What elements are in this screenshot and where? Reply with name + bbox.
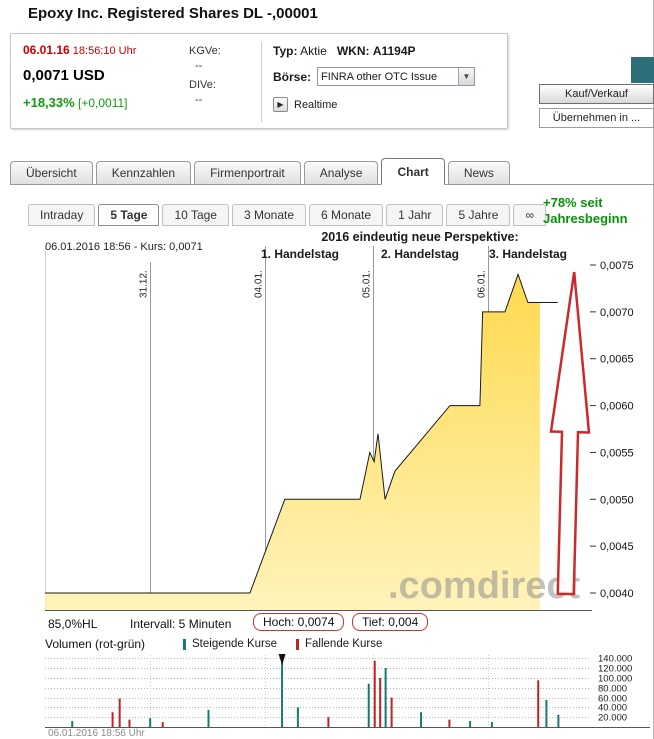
- quote-date: 06.01.16: [23, 43, 70, 57]
- chart-cursor-info: 06.01.2016 18:56 - Kurs: 0,0071: [45, 241, 203, 253]
- svg-text:80.000: 80.000: [598, 684, 627, 695]
- page-title: Epoxy Inc. Registered Shares DL -,00001: [28, 5, 318, 22]
- tab-chart[interactable]: Chart: [381, 158, 445, 185]
- svg-text:120.000: 120.000: [598, 664, 632, 675]
- svg-text:40.000: 40.000: [598, 703, 627, 714]
- quote-price: 0,0071 USD: [23, 67, 105, 84]
- ytd-line1: +78% seit: [543, 195, 603, 210]
- rising-legend-label: Steigende Kurse: [192, 638, 278, 650]
- exchange-select[interactable]: FINRA other OTC Issue ▼: [317, 67, 476, 86]
- day-label-2: 2. Handelstag: [380, 247, 460, 261]
- realtime-toggle[interactable]: ▶ Realtime: [273, 97, 337, 112]
- svg-text:0,0075: 0,0075: [600, 260, 634, 272]
- svg-text:0,0065: 0,0065: [600, 354, 634, 366]
- transfer-button[interactable]: Übernehmen in ...: [539, 108, 654, 128]
- quote-change-abs: [+0,0011]: [78, 96, 128, 110]
- instrument-type-line: Typ: Aktie WKN: A1194P: [273, 44, 416, 58]
- price-chart: 31.12. 04.01. 05.01. 06.01. .comdirect 0,0075…: [45, 246, 634, 611]
- range-tab-6-monate[interactable]: 6 Monate: [309, 204, 384, 226]
- svg-text:06.01.: 06.01.: [477, 270, 488, 298]
- tab-analyse[interactable]: Analyse: [303, 161, 379, 184]
- range-tab-intraday[interactable]: Intraday: [28, 204, 96, 226]
- range-tab-bar: Intraday 5 Tage 10 Tage 3 Monate 6 Monat…: [28, 204, 547, 226]
- volume-timestamp: 06.01.2016 18:56 Uhr: [48, 728, 145, 739]
- svg-text:0,0050: 0,0050: [600, 494, 634, 506]
- svg-text:0,0060: 0,0060: [600, 401, 634, 413]
- low-badge: Tief: 0,004: [352, 613, 429, 631]
- tab-news[interactable]: News: [447, 161, 510, 184]
- chart-annotation-title: 2016 eindeutig neue Perspektive:: [321, 230, 519, 244]
- kgve-value: --: [195, 60, 203, 72]
- tab-firmenportrait[interactable]: Firmenportrait: [194, 161, 301, 184]
- ytd-performance-note: +78% seit Jahresbeginn: [543, 195, 628, 227]
- volume-marker-icon: [278, 654, 286, 665]
- realtime-label: Realtime: [294, 98, 338, 111]
- tab-uebersicht[interactable]: Übersicht: [10, 161, 93, 184]
- rising-swatch-icon: [183, 638, 186, 650]
- kgve-label: KGVe:: [189, 45, 221, 57]
- typ-value: Aktie: [300, 44, 327, 58]
- decorative-corner-block: [631, 57, 654, 83]
- range-tab-5-tage[interactable]: 5 Tage: [98, 204, 160, 226]
- svg-text:.comdirect: .comdirect: [388, 565, 581, 607]
- dive-value: --: [195, 94, 203, 106]
- volume-label: Volumen (rot-grün): [45, 637, 146, 651]
- quote-change: +18,33% [+0,0011]: [23, 95, 128, 110]
- tab-kennzahlen[interactable]: Kennzahlen: [95, 161, 192, 184]
- high-badge: Hoch: 0,0074: [253, 613, 345, 631]
- wkn-label: WKN:: [336, 44, 370, 58]
- ytd-line2: Jahresbeginn: [543, 211, 628, 226]
- quote-divider: [261, 42, 262, 122]
- svg-text:0,0040: 0,0040: [600, 588, 634, 600]
- svg-text:31.12.: 31.12.: [139, 270, 150, 298]
- svg-text:0,0055: 0,0055: [600, 447, 634, 459]
- range-tab-max[interactable]: ∞: [513, 204, 547, 226]
- range-tab-5-jahre[interactable]: 5 Jahre: [446, 204, 511, 226]
- svg-text:0,0070: 0,0070: [600, 307, 634, 319]
- chevron-down-icon[interactable]: ▼: [458, 68, 475, 85]
- boerse-label: Börse:: [273, 69, 312, 84]
- quote-datetime: 06.01.16 18:56:10 Uhr: [23, 43, 136, 57]
- svg-text:60.000: 60.000: [598, 694, 627, 705]
- svg-text:05.01.: 05.01.: [362, 270, 373, 298]
- svg-text:0,0045: 0,0045: [600, 541, 634, 553]
- main-tab-bar: Übersicht Kennzahlen Firmenportrait Anal…: [10, 158, 654, 185]
- volume-chart: 140.000120.000100.00080.00060.00040.0002…: [45, 654, 650, 728]
- quote-change-pct: +18,33%: [23, 95, 75, 110]
- typ-label: Typ:: [273, 44, 298, 58]
- range-tab-10-tage[interactable]: 10 Tage: [162, 204, 229, 226]
- svg-text:04.01.: 04.01.: [254, 270, 265, 298]
- svg-text:20.000: 20.000: [598, 713, 627, 724]
- day-label-3: 3. Handelstag: [488, 247, 568, 261]
- wkn-value: A1194P: [372, 44, 416, 58]
- chart-interval: Intervall: 5 Minuten: [130, 617, 232, 631]
- svg-text:140.000: 140.000: [598, 654, 632, 665]
- quote-box: 06.01.16 18:56:10 Uhr 0,0071 USD +18,33%…: [10, 33, 508, 129]
- volume-legend-up: Steigende Kurse: [183, 638, 277, 650]
- chart-hl-percent: 85,0%HL: [48, 617, 98, 631]
- falling-swatch-icon: [296, 638, 299, 650]
- volume-legend-down: Fallende Kurse: [296, 638, 382, 650]
- exchange-selected-value: FINRA other OTC Issue: [321, 70, 438, 83]
- dive-label: DIVe:: [189, 79, 216, 91]
- buy-sell-button[interactable]: Kauf/Verkauf: [539, 84, 654, 104]
- falling-legend-label: Fallende Kurse: [305, 638, 383, 650]
- day-label-1: 1. Handelstag: [260, 247, 340, 261]
- exchange-line: Börse: FINRA other OTC Issue ▼: [273, 67, 476, 86]
- range-tab-3-monate[interactable]: 3 Monate: [231, 204, 307, 226]
- svg-text:100.000: 100.000: [598, 674, 632, 685]
- up-arrow-annotation: [549, 271, 591, 596]
- quote-time: 18:56:10 Uhr: [72, 45, 137, 57]
- play-icon[interactable]: ▶: [273, 97, 288, 112]
- range-tab-1-jahr[interactable]: 1 Jahr: [386, 204, 444, 226]
